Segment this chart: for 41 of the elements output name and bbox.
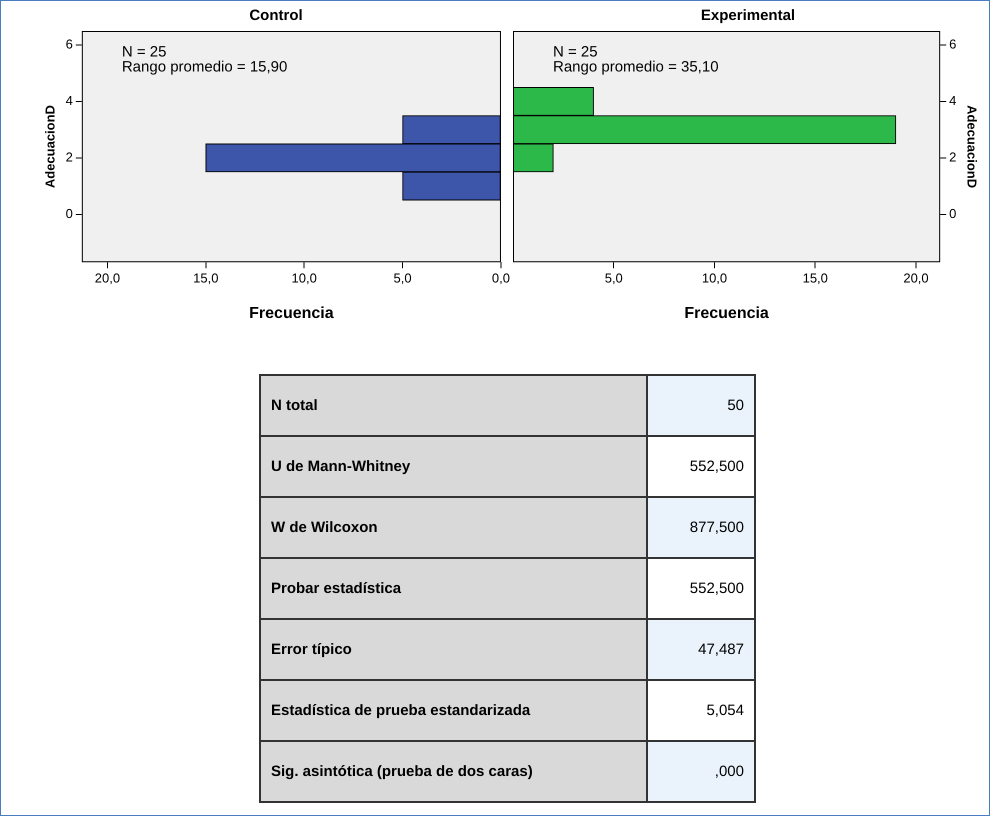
y-tick-label: 6 xyxy=(949,36,956,52)
y-tick-label: 2 xyxy=(949,149,956,164)
x-axis-title: Frecuencia xyxy=(249,304,334,322)
text: Error típico xyxy=(260,619,648,680)
annotation: N = 25 xyxy=(122,44,166,61)
x-tick-label: 5,0 xyxy=(394,270,412,286)
text: 552,500 xyxy=(647,558,755,619)
annotation: Rango promedio = 15,90 xyxy=(122,58,288,76)
x-tick-label: 10,0 xyxy=(702,270,728,286)
y-tick-label: 4 xyxy=(66,93,73,108)
text: N total xyxy=(260,375,648,436)
text: W de Wilcoxon xyxy=(260,497,648,558)
y-tick-label: 6 xyxy=(66,36,73,52)
text: Probar estadística xyxy=(260,558,648,619)
annotation: Rango promedio = 35,10 xyxy=(553,58,719,76)
y-axis-title: AdecuacionD xyxy=(964,105,980,188)
text: ,000 xyxy=(647,741,755,802)
y-axis-title: AdecuacionD xyxy=(42,105,58,188)
chart-title: Experimental xyxy=(700,7,796,24)
text: Estadística de prueba estandarizada xyxy=(260,680,648,741)
x-axis-title: Frecuencia xyxy=(684,304,769,322)
y-tick-label: 0 xyxy=(66,206,73,221)
text: 552,500 xyxy=(647,436,755,497)
text: Sig. asintótica (prueba de dos caras) xyxy=(260,741,648,802)
text: 5,054 xyxy=(647,680,755,741)
text: 47,487 xyxy=(647,619,755,680)
y-tick-label: 2 xyxy=(66,149,73,164)
x-tick-label: 0,0 xyxy=(492,270,510,286)
text: 877,500 xyxy=(647,497,755,558)
chart-title: Control xyxy=(249,7,303,24)
x-tick-label: 10,0 xyxy=(292,270,317,286)
y-tick-label: 0 xyxy=(949,206,956,221)
x-tick-label: 15,0 xyxy=(193,270,218,286)
x-tick-label: 20,0 xyxy=(903,270,929,286)
x-tick-label: 5,0 xyxy=(604,270,623,286)
x-tick-label: 15,0 xyxy=(802,270,828,286)
x-tick-label: 20,0 xyxy=(94,270,120,286)
y-tick-label: 4 xyxy=(949,93,956,108)
text: U de Mann-Whitney xyxy=(260,436,648,497)
text: 50 xyxy=(647,375,755,436)
annotation: N = 25 xyxy=(553,44,598,61)
